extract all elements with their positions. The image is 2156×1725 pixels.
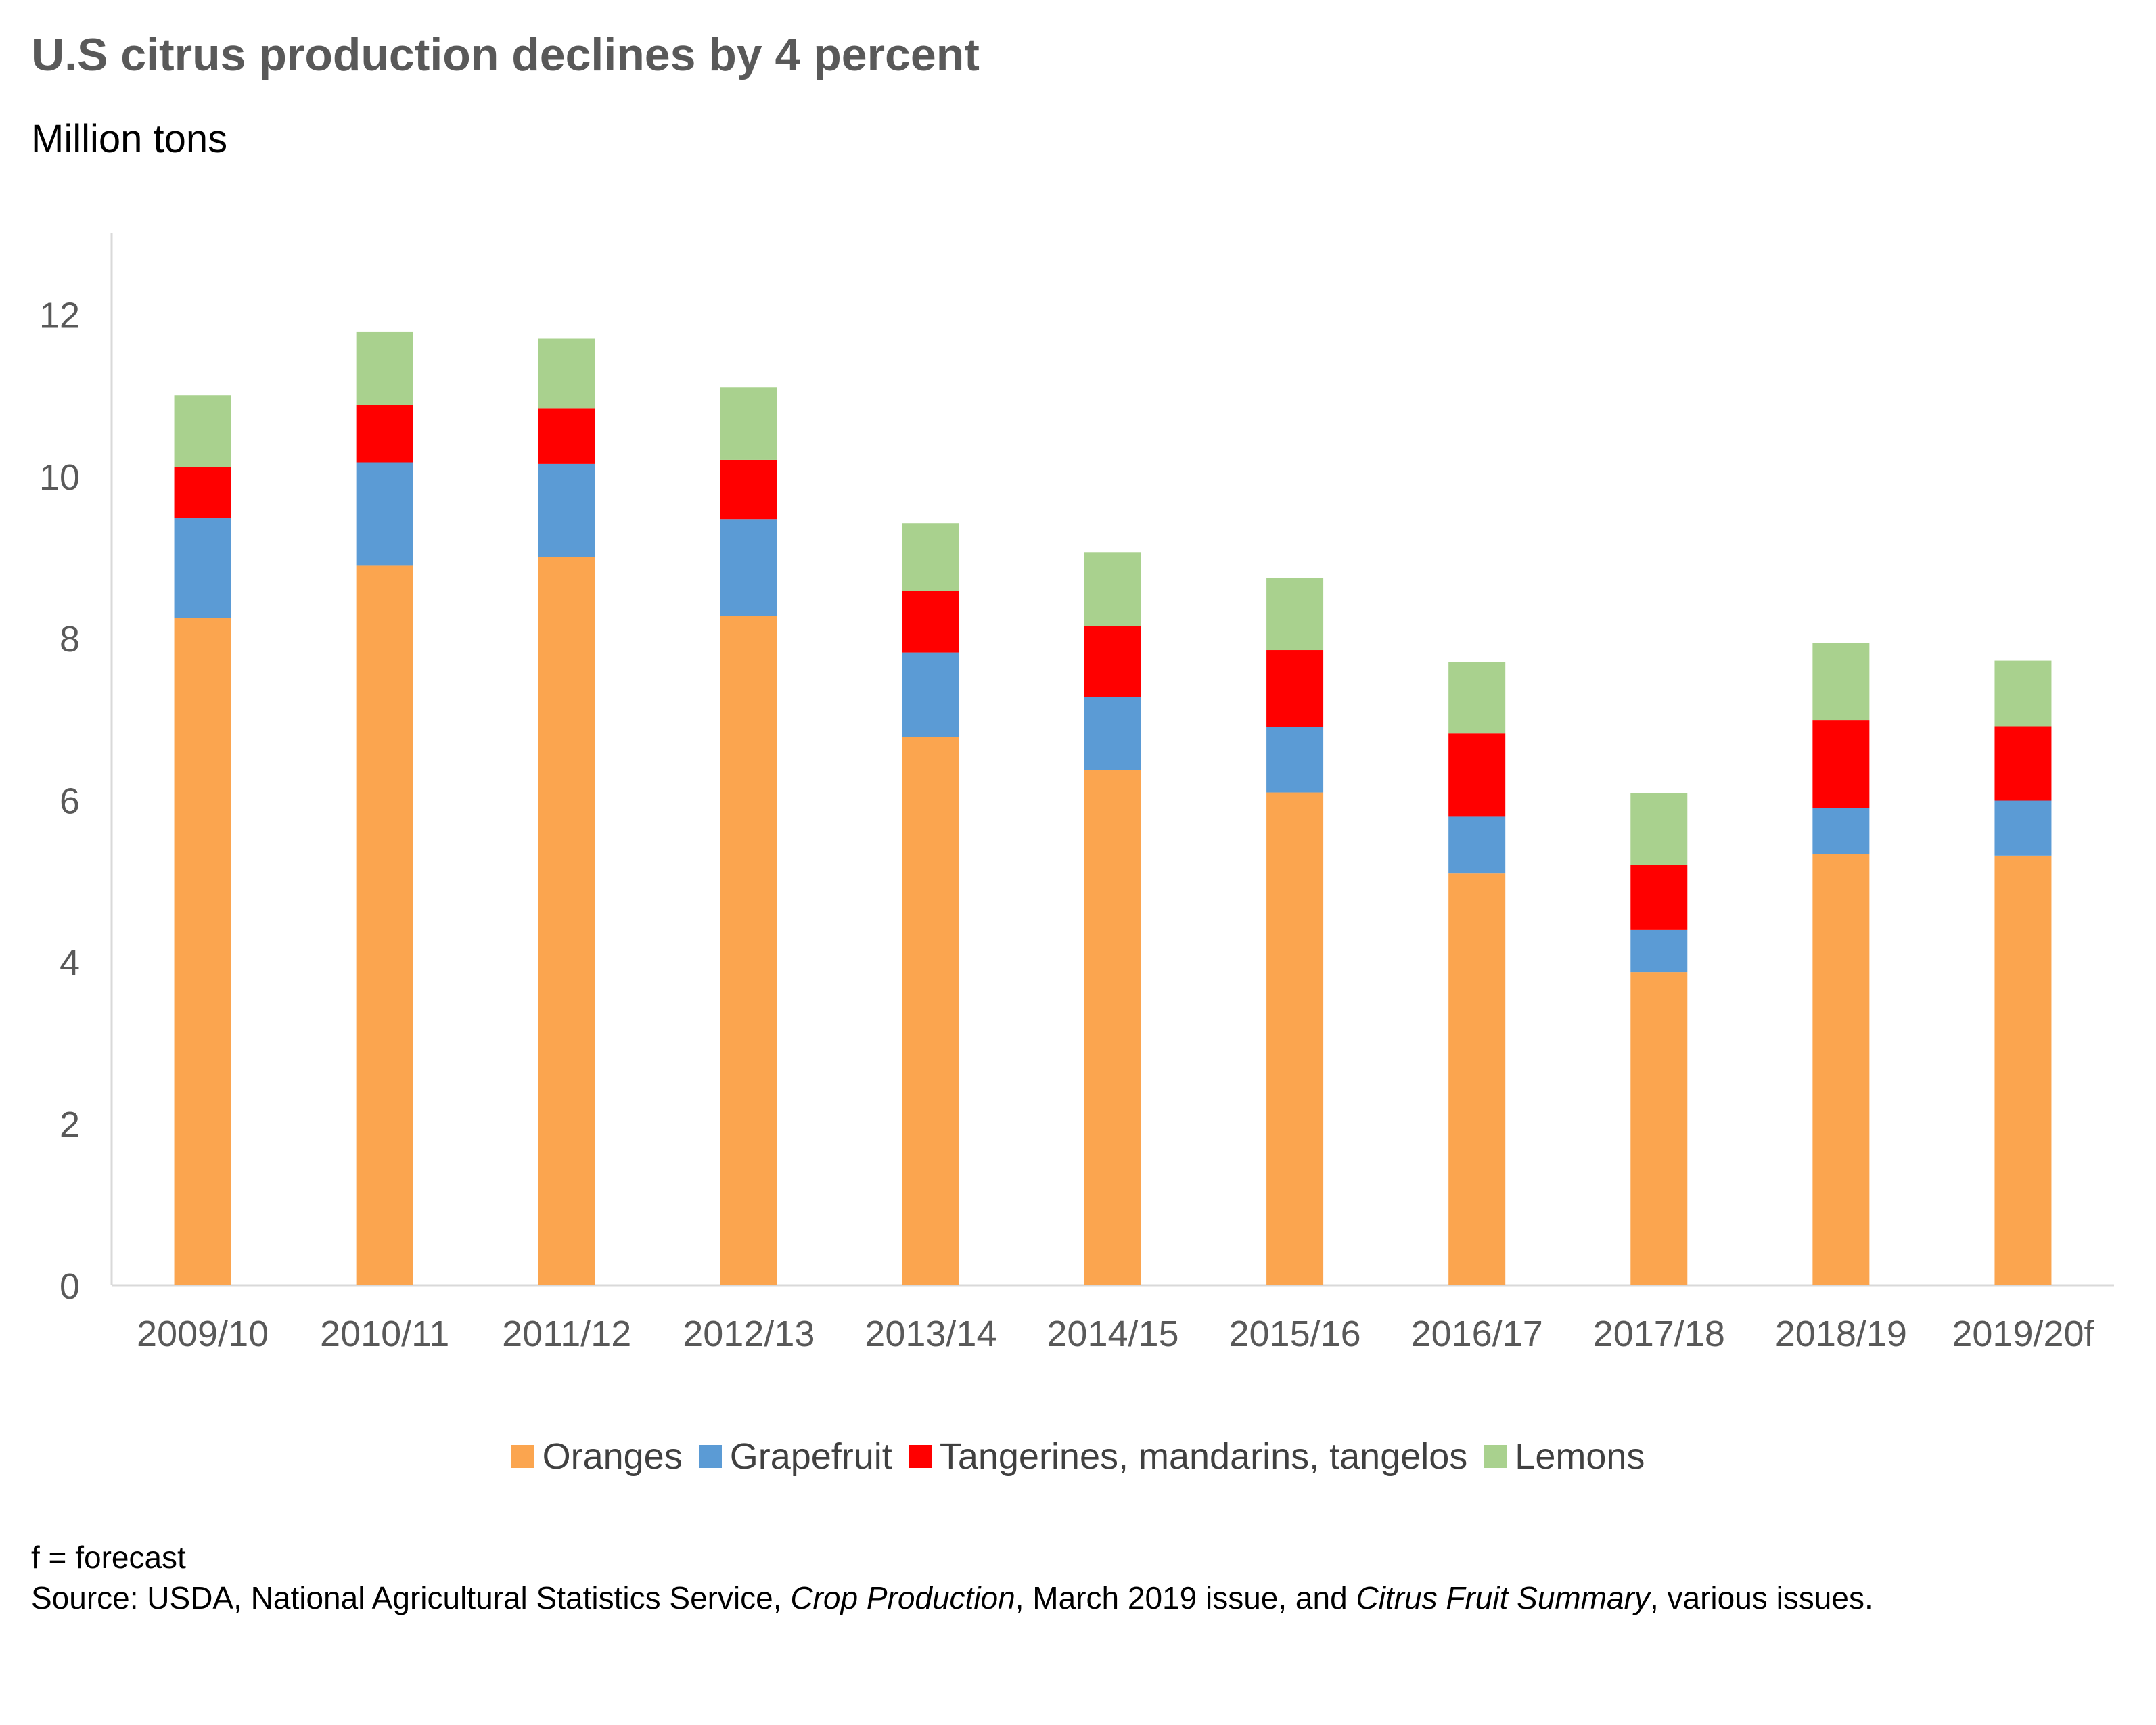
legend-swatch <box>908 1445 932 1468</box>
legend-swatch <box>511 1445 534 1468</box>
legend-swatch <box>1484 1445 1507 1468</box>
bar-segment-oranges <box>1812 854 1870 1285</box>
chart-title: U.S citrus production declines by 4 perc… <box>31 29 980 80</box>
bar-segment-lemons <box>1630 793 1688 865</box>
bar-segment-oranges <box>1084 770 1141 1285</box>
x-tick-label: 2009/10 <box>137 1314 269 1354</box>
chart-legend: Oranges Grapefruit Tangerines, mandarins, … <box>0 1435 2156 1477</box>
bar-segment-lemons <box>1812 643 1870 721</box>
bar-segment-lemons <box>1448 662 1506 734</box>
y-tick-label: 0 <box>60 1266 80 1307</box>
footnote: f = forecast Source: USDA, National Agri… <box>31 1537 1873 1618</box>
bar-segment-tangerines <box>1266 650 1324 727</box>
bar-segment-lemons <box>356 331 413 405</box>
x-tick-label: 2012/13 <box>683 1314 815 1354</box>
legend-label: Tangerines, mandarins, tangelos <box>939 1436 1468 1477</box>
x-tick-label: 2010/11 <box>320 1314 449 1354</box>
bar-segment-oranges <box>1448 873 1506 1285</box>
bar-segment-tangerines <box>538 408 595 464</box>
bar-segment-grapefruit <box>902 652 959 737</box>
bar-segment-grapefruit <box>356 462 413 566</box>
bar-segment-oranges <box>174 618 231 1285</box>
y-tick-label: 2 <box>60 1105 80 1145</box>
bar-segment-tangerines <box>356 405 413 463</box>
bar-segment-tangerines <box>720 459 777 520</box>
stacked-bar-chart: 0 2 4 6 8 10 12 2009/10 2010/11 2011/12 2012/13 201… <box>39 233 2114 1354</box>
source-middle: , March 2019 issue, and <box>1015 1580 1356 1615</box>
x-tick-label: 2018/19 <box>1775 1314 1907 1354</box>
bar-segment-lemons <box>1266 578 1324 651</box>
bar-segment-tangerines <box>1812 720 1870 808</box>
legend-label: Lemons <box>1515 1436 1645 1477</box>
y-tick-label: 4 <box>60 943 80 984</box>
source-publication-1: Crop Production <box>790 1580 1015 1615</box>
bar-segment-grapefruit <box>174 518 231 618</box>
x-tick-label: 2014/15 <box>1047 1314 1178 1354</box>
y-tick-label: 6 <box>60 781 80 821</box>
forecast-note: f = forecast <box>31 1540 186 1575</box>
y-tick-label: 8 <box>60 619 80 660</box>
bar-segment-lemons <box>1994 660 2052 727</box>
legend-label: Grapefruit <box>729 1436 892 1477</box>
bar-segment-grapefruit <box>538 463 595 557</box>
x-tick-label: 2013/14 <box>865 1314 996 1354</box>
bar-segment-oranges <box>1266 792 1324 1285</box>
bar-segment-grapefruit <box>720 519 777 616</box>
bar-segment-oranges <box>1630 972 1688 1285</box>
x-tick-label: 2016/17 <box>1411 1314 1543 1354</box>
x-tick-label: 2019/20f <box>1952 1314 2094 1354</box>
bar-segment-oranges <box>356 565 413 1285</box>
bar-segment-grapefruit <box>1630 929 1688 973</box>
y-tick-label: 12 <box>39 296 80 336</box>
legend-swatch <box>698 1445 722 1468</box>
bar-segment-grapefruit <box>1266 727 1324 793</box>
bar-segment-lemons <box>720 387 777 460</box>
bar-segment-grapefruit <box>1448 816 1506 874</box>
bar-segment-oranges <box>902 737 959 1285</box>
bar-segment-oranges <box>538 557 595 1285</box>
bar-segment-tangerines <box>174 467 231 519</box>
bar-segment-lemons <box>538 338 595 409</box>
legend-item: Grapefruit <box>698 1435 892 1477</box>
legend-label: Oranges <box>542 1436 683 1477</box>
source-note: Source: USDA, National Agricultural Stat… <box>31 1578 1873 1618</box>
source-prefix: Source: USDA, National Agricultural Stat… <box>31 1580 791 1615</box>
y-tick-label: 10 <box>39 457 80 498</box>
bar-segment-lemons <box>174 395 231 467</box>
chart-subtitle: Million tons <box>31 117 228 161</box>
bar-segment-grapefruit <box>1994 800 2052 856</box>
bar-segment-grapefruit <box>1812 808 1870 854</box>
x-tick-label: 2017/18 <box>1593 1314 1725 1354</box>
legend-item: Oranges <box>511 1435 683 1477</box>
x-tick-label: 2015/16 <box>1229 1314 1360 1354</box>
bar-segment-tangerines <box>902 591 959 653</box>
bar-segment-lemons <box>902 523 959 591</box>
bar-segment-tangerines <box>1994 726 2052 801</box>
legend-item: Tangerines, mandarins, tangelos <box>908 1435 1468 1477</box>
bar-segment-tangerines <box>1630 865 1688 930</box>
bar-segment-grapefruit <box>1084 697 1141 770</box>
bar-segment-oranges <box>1994 855 2052 1285</box>
source-publication-2: Citrus Fruit Summary <box>1356 1580 1650 1615</box>
bar-segment-tangerines <box>1084 626 1141 697</box>
legend-item: Lemons <box>1484 1435 1645 1477</box>
bar-segment-oranges <box>720 616 777 1285</box>
source-suffix: , various issues. <box>1649 1580 1873 1615</box>
x-tick-label: 2011/12 <box>502 1314 631 1354</box>
bar-segment-lemons <box>1084 552 1141 626</box>
bar-segment-tangerines <box>1448 733 1506 817</box>
